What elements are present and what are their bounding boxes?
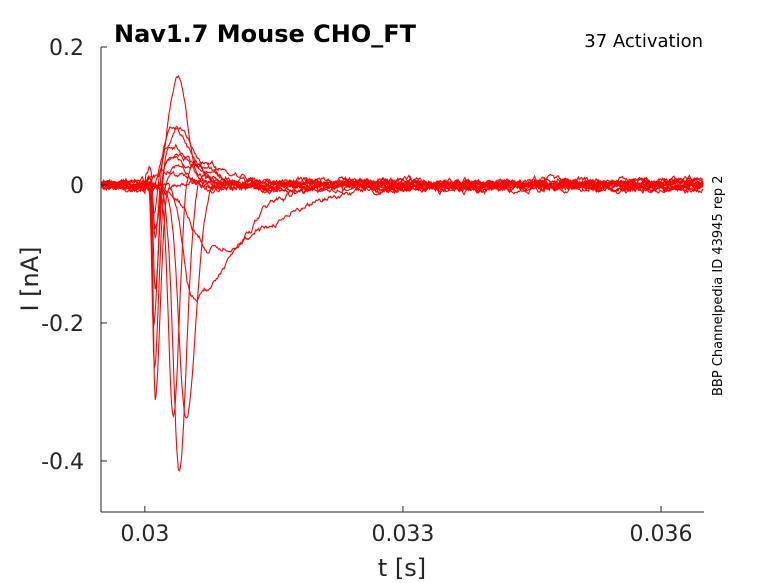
traces [100,74,704,472]
trace-14 [100,159,704,194]
trace-10 [100,175,704,302]
x-tick-label: 0.03 [120,522,169,547]
trace-7 [100,159,704,419]
chart-title: Nav1.7 Mouse CHO_FT [114,20,417,48]
x-tick-label: 0.036 [629,522,692,547]
side-note: BBP Channelpedia ID 43945 rep 2 [711,175,726,396]
trace-1 [100,176,704,400]
x-axis-label: t [s] [378,554,426,582]
y-axis-label: I [nA] [16,246,44,311]
trace-8 [100,170,704,472]
trace-2 [100,170,704,369]
chart-subtitle: 37 Activation [584,31,703,52]
y-tick-label: -0.4 [41,450,84,475]
x-tick-label: 0.033 [371,522,434,547]
y-tick-label: 0 [70,174,84,199]
trace-12 [100,74,704,215]
y-tick-label: -0.2 [41,312,84,337]
y-tick-label: 0.2 [49,36,84,61]
trace-9 [100,175,704,419]
